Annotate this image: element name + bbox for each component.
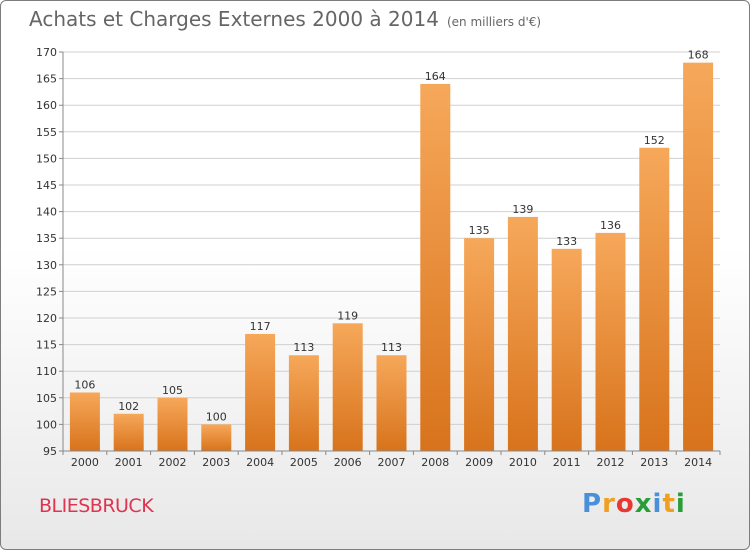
logo-letter: t <box>662 489 676 519</box>
y-tick-label: 160 <box>36 99 57 112</box>
bar-2001 <box>113 413 144 451</box>
data-label: 106 <box>74 378 95 391</box>
y-tick-label: 105 <box>36 392 57 405</box>
data-label: 168 <box>688 49 709 62</box>
bar-2009 <box>464 238 495 451</box>
x-tick-label: 2008 <box>421 456 449 469</box>
logo-letter: P <box>582 489 603 519</box>
chart-title: Achats et Charges Externes 2000 à 2014 <box>29 7 439 31</box>
data-label: 105 <box>162 384 183 397</box>
x-tick-label: 2010 <box>509 456 537 469</box>
logo-letter: x <box>634 489 653 519</box>
logo-letter: i <box>675 489 686 519</box>
x-tick-label: 2012 <box>597 456 625 469</box>
logo-letter: o <box>615 489 635 519</box>
y-axis: 95 100 105 110 115 120 125 130 135 140 145 150 155 16… <box>36 46 64 458</box>
data-label: 164 <box>425 70 446 83</box>
y-tick-label: 120 <box>36 312 57 325</box>
y-tick-label: 140 <box>36 206 57 219</box>
chart-subtitle: (en milliers d'€) <box>446 15 542 29</box>
bar-2006 <box>332 323 363 451</box>
data-label: 152 <box>644 134 665 147</box>
y-tick-label: 125 <box>36 285 57 298</box>
bar-2008 <box>420 83 451 452</box>
x-tick-label: 2006 <box>334 456 362 469</box>
bar-2002 <box>157 397 188 451</box>
data-label: 113 <box>381 341 402 354</box>
bar-2007 <box>376 355 407 451</box>
x-tick-label: 2013 <box>640 456 668 469</box>
y-tick-label: 115 <box>36 339 57 352</box>
y-tick-label: 100 <box>36 418 57 431</box>
x-tick-label: 2011 <box>553 456 581 469</box>
x-axis: 2000 2001 2002 2003 2004 2005 2006 2007 2008 2009… <box>62 450 721 469</box>
y-tick-label: 95 <box>43 445 57 458</box>
y-tick-label: 110 <box>36 365 57 378</box>
data-label: 117 <box>250 320 271 333</box>
y-tick-label: 130 <box>36 259 57 272</box>
data-label: 136 <box>600 219 621 232</box>
data-label: 113 <box>293 341 314 354</box>
bar-2012 <box>595 232 626 451</box>
y-tick-label: 155 <box>36 126 57 139</box>
bar-2013 <box>639 147 670 451</box>
logo-letter: i <box>652 489 663 519</box>
data-label: 100 <box>206 410 227 423</box>
bar-2000 <box>69 392 100 451</box>
data-label: 135 <box>469 224 490 237</box>
x-tick-label: 2014 <box>684 456 712 469</box>
y-tick-label: 165 <box>36 73 57 86</box>
x-tick-label: 2002 <box>159 456 187 469</box>
bar-2014 <box>683 62 714 451</box>
bar-2003 <box>201 424 232 451</box>
data-label: 119 <box>337 309 358 322</box>
x-tick-label: 2004 <box>246 456 274 469</box>
y-tick-label: 145 <box>36 179 57 192</box>
data-label: 139 <box>512 203 533 216</box>
data-label: 133 <box>556 235 577 248</box>
y-tick-label: 170 <box>36 46 57 59</box>
logo-letter: r <box>602 489 616 519</box>
y-tick-label: 135 <box>36 232 57 245</box>
commune-name: BLIESBRUCK <box>39 495 154 517</box>
data-label: 102 <box>118 400 139 413</box>
x-tick-label: 2000 <box>71 456 99 469</box>
x-tick-label: 2001 <box>115 456 143 469</box>
x-tick-label: 2009 <box>465 456 493 469</box>
x-tick-label: 2007 <box>378 456 406 469</box>
title-row: Achats et Charges Externes 2000 à 2014 (e… <box>29 7 541 31</box>
y-tick-label: 150 <box>36 152 57 165</box>
bar-2011 <box>551 248 582 451</box>
proxiti-logo: Proxiti <box>582 489 686 519</box>
x-tick-label: 2005 <box>290 456 318 469</box>
bar-2010 <box>507 216 538 451</box>
data-labels: 106 102 105 100 117 113 119 113 164 135 139 133 136 1… <box>74 49 708 424</box>
bar-2004 <box>245 333 276 451</box>
bars <box>69 62 714 452</box>
bar-2005 <box>288 355 319 451</box>
x-tick-label: 2003 <box>202 456 230 469</box>
